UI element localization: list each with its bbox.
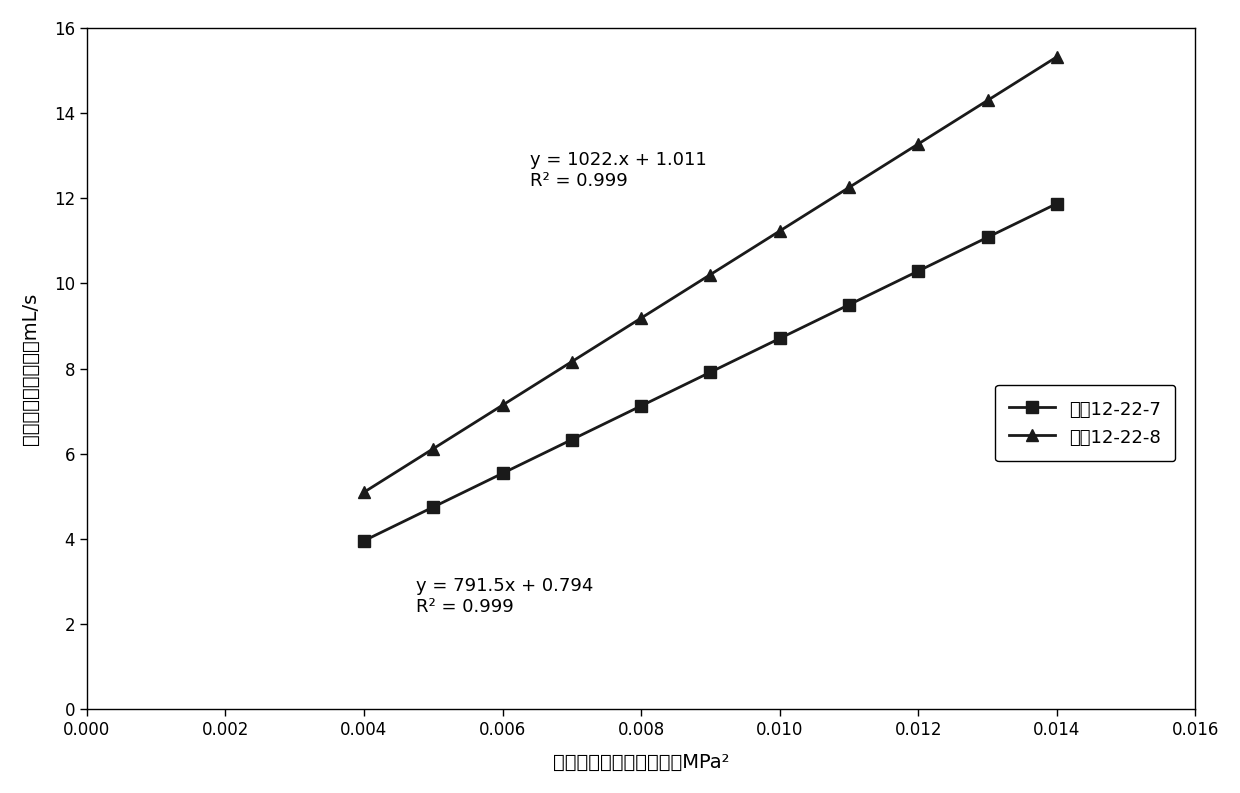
屹心12-22-7: [495, 469, 510, 478]
屹心12-22-8: [980, 96, 994, 105]
屹心12-22-7: [911, 266, 926, 276]
Text: y = 1022.x + 1.011
R² = 0.999: y = 1022.x + 1.011 R² = 0.999: [531, 151, 707, 190]
X-axis label: 屹心进出口压力平方差，MPa²: 屹心进出口压力平方差，MPa²: [553, 753, 729, 772]
Text: y = 791.5x + 0.794
R² = 0.999: y = 791.5x + 0.794 R² = 0.999: [415, 577, 593, 615]
屹心12-22-8: [495, 400, 510, 410]
屹心12-22-7: [773, 334, 787, 343]
Line: 屹心12-22-7: 屹心12-22-7: [357, 197, 1063, 547]
屹心12-22-7: [564, 435, 579, 444]
屹心12-22-7: [842, 300, 857, 309]
屹心12-22-7: [634, 401, 649, 411]
屹心12-22-7: [425, 502, 440, 511]
屹心12-22-8: [564, 357, 579, 366]
屹心12-22-7: [703, 367, 718, 377]
Legend: 屹心12-22-7, 屹心12-22-8: 屹心12-22-7, 屹心12-22-8: [994, 385, 1176, 462]
屹心12-22-8: [357, 488, 372, 497]
屹心12-22-7: [1049, 199, 1064, 209]
屹心12-22-8: [911, 139, 926, 148]
屹心12-22-8: [773, 226, 787, 236]
屹心12-22-8: [425, 444, 440, 454]
屹心12-22-8: [842, 182, 857, 192]
屹心12-22-8: [634, 313, 649, 323]
屹心12-22-7: [980, 232, 994, 242]
屹心12-22-7: [357, 536, 372, 546]
屹心12-22-8: [1049, 52, 1064, 62]
屹心12-22-8: [703, 270, 718, 279]
Y-axis label: 屹心出口端的流量，mL/s: 屹心出口端的流量，mL/s: [21, 293, 40, 445]
Line: 屹心12-22-8: 屹心12-22-8: [357, 51, 1063, 499]
